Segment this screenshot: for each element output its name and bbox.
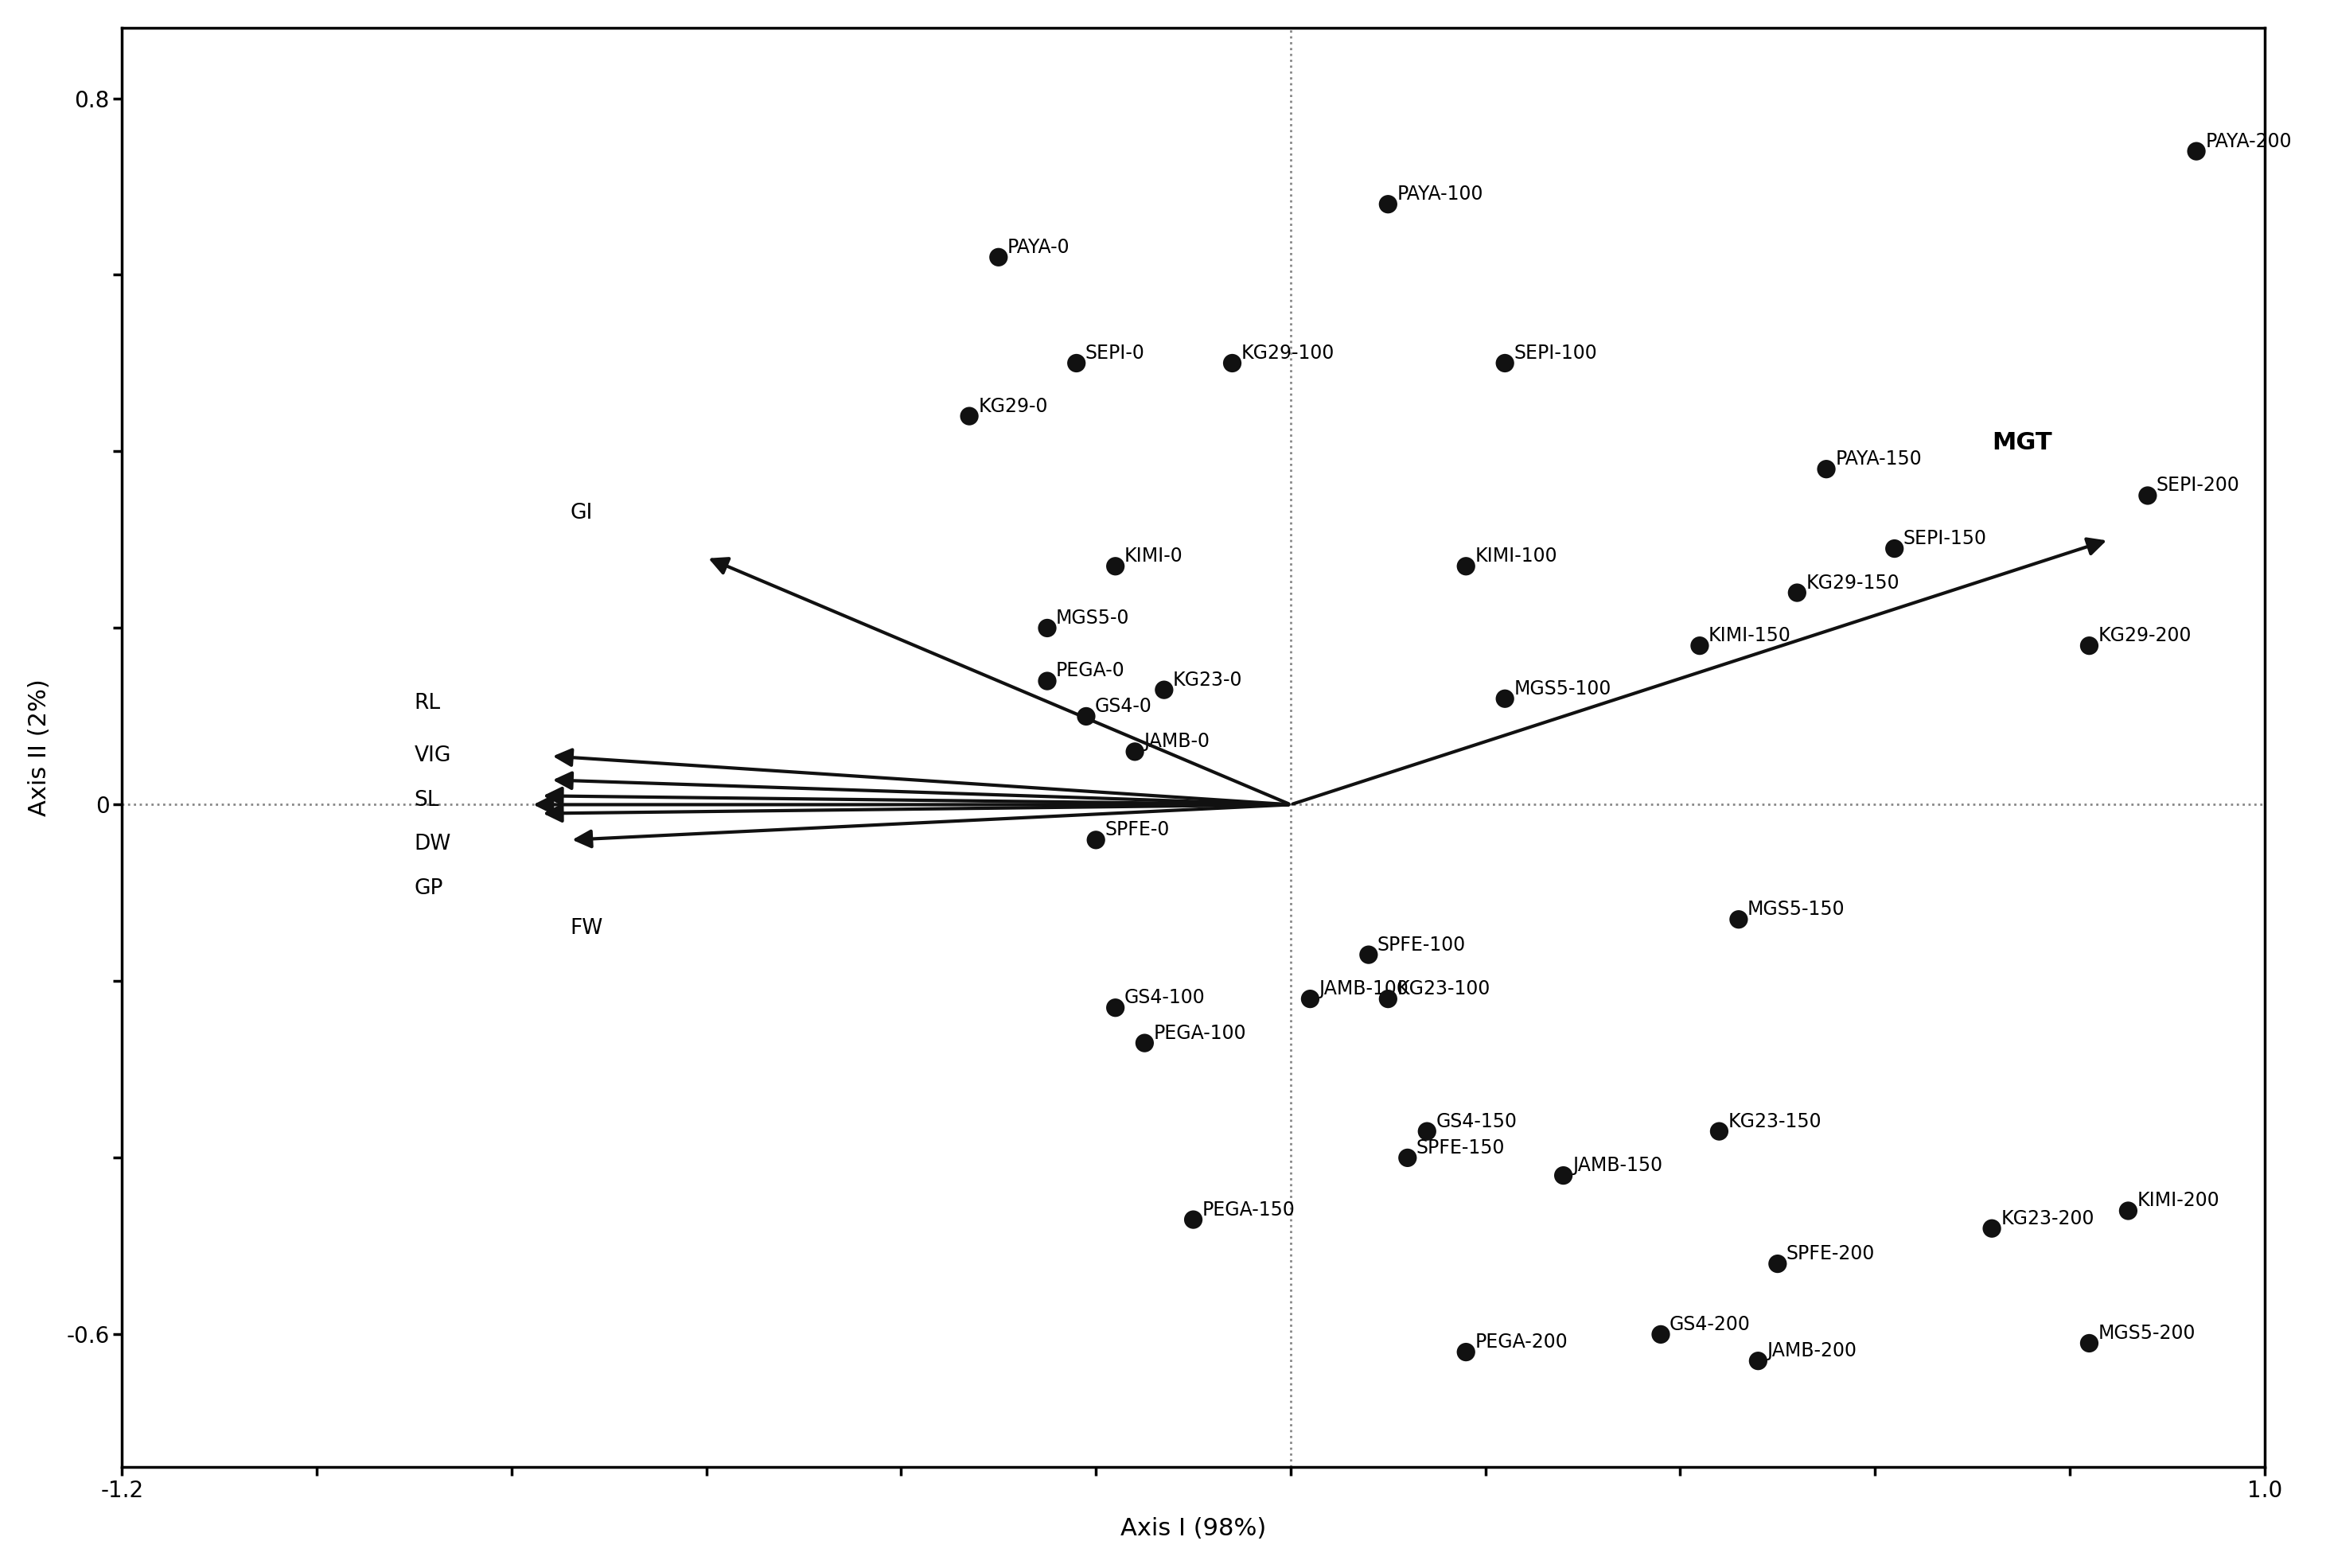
- Point: [2109, 1198, 2146, 1223]
- Text: JAMB-150: JAMB-150: [1573, 1156, 1661, 1174]
- Point: [951, 403, 988, 428]
- Text: KIMI-200: KIMI-200: [2137, 1192, 2220, 1210]
- Text: KIMI-150: KIMI-150: [1708, 626, 1792, 646]
- Text: SPFE-100: SPFE-100: [1377, 935, 1466, 955]
- Point: [1974, 1215, 2011, 1240]
- Point: [1808, 456, 1845, 481]
- Point: [1643, 1322, 1680, 1347]
- Point: [1125, 1030, 1163, 1055]
- Point: [981, 245, 1018, 270]
- Text: JAMB-0: JAMB-0: [1144, 732, 1209, 751]
- Text: GS4-0: GS4-0: [1095, 696, 1153, 717]
- Text: PAYA-200: PAYA-200: [2204, 132, 2293, 151]
- Point: [1067, 704, 1104, 729]
- Text: PEGA-100: PEGA-100: [1153, 1024, 1247, 1043]
- Point: [1680, 633, 1717, 659]
- Point: [1720, 906, 1757, 931]
- Point: [1370, 986, 1407, 1011]
- Point: [2130, 483, 2167, 508]
- Text: MGT: MGT: [1992, 431, 2053, 455]
- Text: MGS5-200: MGS5-200: [2097, 1323, 2195, 1342]
- Text: VIG: VIG: [415, 746, 452, 767]
- Text: PAYA-150: PAYA-150: [1836, 450, 1922, 469]
- Point: [1076, 828, 1114, 853]
- Point: [1028, 616, 1065, 641]
- Point: [1447, 1339, 1484, 1364]
- Text: KG23-200: KG23-200: [2001, 1209, 2095, 1228]
- Point: [1058, 351, 1095, 376]
- Text: KIMI-100: KIMI-100: [1475, 547, 1556, 566]
- Text: GP: GP: [415, 878, 443, 898]
- Text: KG29-150: KG29-150: [1806, 574, 1899, 593]
- Point: [1349, 942, 1386, 967]
- Text: GS4-200: GS4-200: [1671, 1316, 1750, 1334]
- Text: PAYA-0: PAYA-0: [1007, 238, 1069, 257]
- Point: [1778, 580, 1815, 605]
- Text: KIMI-0: KIMI-0: [1125, 547, 1184, 566]
- Text: KG29-100: KG29-100: [1242, 343, 1335, 362]
- Text: SL: SL: [415, 790, 440, 811]
- Text: SEPI-200: SEPI-200: [2158, 477, 2239, 495]
- Text: MGS5-100: MGS5-100: [1514, 679, 1610, 698]
- Point: [1174, 1207, 1212, 1232]
- Text: PEGA-0: PEGA-0: [1055, 662, 1125, 681]
- Point: [1097, 996, 1135, 1021]
- Point: [1214, 351, 1251, 376]
- Text: GS4-100: GS4-100: [1125, 988, 1205, 1007]
- Text: SPFE-200: SPFE-200: [1787, 1245, 1876, 1264]
- Point: [2071, 633, 2109, 659]
- Text: MGS5-150: MGS5-150: [1748, 900, 1845, 919]
- Point: [1028, 668, 1065, 693]
- Text: SEPI-100: SEPI-100: [1514, 343, 1596, 362]
- Point: [1487, 351, 1524, 376]
- Point: [1116, 739, 1153, 764]
- Point: [1146, 677, 1184, 702]
- Text: DW: DW: [415, 834, 452, 855]
- Point: [1701, 1120, 1738, 1145]
- Text: PAYA-100: PAYA-100: [1398, 185, 1484, 204]
- Text: KG23-0: KG23-0: [1172, 670, 1242, 690]
- Text: FW: FW: [571, 917, 603, 939]
- Point: [1370, 191, 1407, 216]
- Point: [1741, 1348, 1778, 1374]
- Point: [1876, 536, 1913, 561]
- Point: [1487, 687, 1524, 712]
- Text: PEGA-150: PEGA-150: [1202, 1200, 1295, 1220]
- Text: JAMB-100: JAMB-100: [1319, 980, 1410, 999]
- Point: [1291, 986, 1328, 1011]
- Point: [1407, 1120, 1445, 1145]
- Text: SPFE-150: SPFE-150: [1417, 1138, 1505, 1157]
- Text: RL: RL: [415, 693, 440, 713]
- Text: SEPI-150: SEPI-150: [1904, 528, 1987, 549]
- Text: SPFE-0: SPFE-0: [1104, 820, 1170, 839]
- Point: [1759, 1251, 1796, 1276]
- X-axis label: Axis I (98%): Axis I (98%): [1121, 1518, 1265, 1540]
- Point: [1447, 554, 1484, 579]
- Text: MGS5-0: MGS5-0: [1055, 608, 1130, 627]
- Text: SEPI-0: SEPI-0: [1086, 343, 1144, 362]
- Point: [1389, 1145, 1426, 1170]
- Text: GI: GI: [571, 503, 592, 524]
- Text: JAMB-200: JAMB-200: [1766, 1341, 1857, 1361]
- Text: PEGA-200: PEGA-200: [1475, 1333, 1568, 1352]
- Point: [2071, 1331, 2109, 1356]
- Text: GS4-150: GS4-150: [1435, 1112, 1517, 1131]
- Point: [2179, 138, 2216, 163]
- Point: [1097, 554, 1135, 579]
- Text: KG29-0: KG29-0: [979, 397, 1049, 416]
- Y-axis label: Axis II (2%): Axis II (2%): [28, 679, 51, 815]
- Text: KG23-150: KG23-150: [1729, 1112, 1822, 1131]
- Text: KG23-100: KG23-100: [1398, 980, 1491, 999]
- Text: KG29-200: KG29-200: [2097, 626, 2193, 646]
- Point: [1545, 1163, 1582, 1189]
